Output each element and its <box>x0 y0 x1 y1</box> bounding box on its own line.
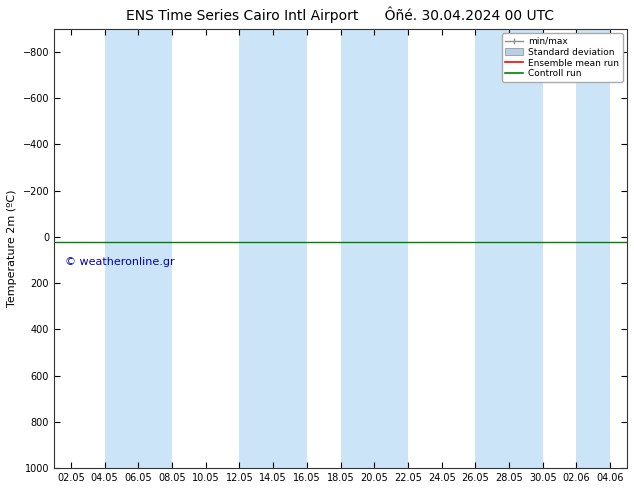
Title: ENS Time Series Cairo Intl Airport      Ôñé. 30.04.2024 00 UTC: ENS Time Series Cairo Intl Airport Ôñé. … <box>126 7 555 24</box>
Legend: min/max, Standard deviation, Ensemble mean run, Controll run: min/max, Standard deviation, Ensemble me… <box>501 33 623 82</box>
Bar <box>105 29 172 468</box>
Y-axis label: Temperature 2m (ºC): Temperature 2m (ºC) <box>7 190 17 307</box>
Bar <box>340 29 408 468</box>
Bar <box>476 29 543 468</box>
Text: © weatheronline.gr: © weatheronline.gr <box>65 257 175 267</box>
Bar <box>576 29 610 468</box>
Bar <box>240 29 307 468</box>
